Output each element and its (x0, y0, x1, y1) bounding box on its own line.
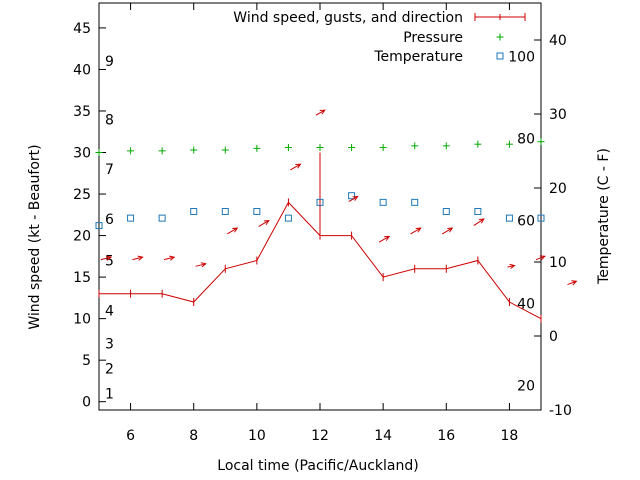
x-tick-label: 12 (311, 428, 329, 444)
y-left-tick-label: 5 (82, 353, 91, 369)
legend-sample-pressure (496, 33, 504, 41)
pressure-point (348, 144, 356, 152)
fahrenheit-scale: 20 40 60 80 100 (508, 49, 535, 394)
temperature-point (190, 207, 198, 215)
pressure-point (442, 142, 450, 150)
wind-direction-arrow (410, 227, 422, 235)
x-tick-label: 8 (189, 428, 198, 444)
legend-label-wind: Wind speed, gusts, and direction (233, 10, 463, 26)
temperature-point (127, 214, 135, 222)
y-left-tick-label: 35 (73, 104, 91, 120)
y-right-tick-label: 40 (549, 33, 567, 49)
x-axis-title: Local time (Pacific/Auckland) (217, 458, 418, 474)
y-right-tick-label: 20 (549, 181, 567, 197)
y-right-tick-label: 0 (549, 329, 558, 345)
temperature-point (505, 214, 513, 222)
wind-direction-arrow (473, 218, 485, 227)
axes: 6 8 10 12 14 16 18051015202530354045-100102030… (73, 3, 572, 444)
temperature-point (348, 192, 356, 200)
beaufort-label: 7 (105, 162, 114, 178)
pressure-point (253, 144, 261, 152)
legend: Wind speed, gusts, and direction Pressur… (233, 10, 526, 65)
wind-direction-arrow (535, 255, 546, 261)
wind-direction-arrow (100, 255, 113, 261)
temperature-point (95, 222, 103, 230)
beaufort-label: 2 (105, 361, 114, 377)
temperature-point (316, 198, 324, 206)
wind-direction-arrow (290, 163, 302, 171)
pressure-point (190, 146, 198, 154)
y-left-tick-label: 30 (73, 146, 91, 162)
legend-sample-temperature (496, 52, 504, 60)
wind-direction-arrow (315, 109, 326, 116)
pressure-point (221, 146, 229, 154)
y-left-tick-label: 15 (73, 270, 91, 286)
x-tick-label: 14 (374, 428, 392, 444)
beaufort-label: 1 (105, 386, 114, 402)
temperature-point (158, 214, 166, 222)
wind-direction-arrow (348, 195, 359, 202)
fahrenheit-label: 100 (508, 49, 535, 65)
y-right-tick-label: 10 (549, 255, 567, 271)
fahrenheit-label: 60 (517, 214, 535, 230)
legend-label-temperature: Temperature (373, 49, 463, 65)
y-left-tick-label: 40 (73, 62, 91, 78)
y-left-tick-label: 20 (73, 229, 91, 245)
wind-direction-arrow (507, 263, 516, 270)
x-tick-label: 18 (501, 428, 519, 444)
fahrenheit-label: 80 (517, 131, 535, 147)
pressure-point (474, 140, 482, 148)
series (95, 138, 545, 323)
wind-direction-arrow (132, 255, 144, 261)
beaufort-label: 3 (105, 337, 114, 353)
legend-label-pressure: Pressure (403, 30, 463, 46)
temperature-point (379, 198, 387, 206)
pressure-point (127, 147, 135, 155)
temperature-point (474, 207, 482, 215)
wind-direction-arrow (258, 220, 270, 227)
fahrenheit-label: 40 (517, 296, 535, 312)
wind-direction-arrow (163, 255, 176, 261)
y-axis-right-title: Temperature (C - F) (596, 148, 612, 285)
temperature-point (253, 207, 261, 215)
pressure-point (158, 147, 166, 155)
pressure-point (284, 144, 292, 152)
wind-direction-arrow (567, 280, 578, 286)
beaufort-label: 8 (105, 112, 114, 128)
wind-direction-arrow (195, 262, 207, 268)
fahrenheit-label: 20 (517, 379, 535, 395)
pressure-point (537, 138, 545, 146)
beaufort-label: 4 (105, 303, 114, 319)
y-axis-left-title: Wind speed (kt - Beaufort) (27, 144, 43, 329)
temperature-point (221, 207, 229, 215)
y-right-tick-label: 30 (549, 107, 567, 123)
y-left-tick-label: 0 (82, 395, 91, 411)
wind-direction-arrow (441, 227, 454, 235)
wind-direction-arrow (378, 235, 391, 243)
y-left-tick-label: 10 (73, 312, 91, 328)
pressure-point (95, 149, 103, 157)
temperature-point (442, 207, 450, 215)
x-tick-label: 16 (437, 428, 455, 444)
beaufort-label: 9 (105, 54, 114, 70)
beaufort-label: 6 (105, 212, 114, 228)
beaufort-label: 5 (105, 253, 114, 269)
temperature-point (537, 214, 545, 222)
wind-direction-arrow (226, 227, 239, 235)
beaufort-scale: 1 2 3 4 5 6 7 8 9 (105, 54, 114, 402)
pressure-point (316, 144, 324, 152)
pressure-point (379, 144, 387, 152)
x-tick-label: 10 (248, 428, 266, 444)
temperature-point (411, 198, 419, 206)
pressure-point (505, 140, 513, 148)
wind-direction-arrows (100, 109, 578, 286)
pressure-point (411, 142, 419, 150)
y-left-tick-label: 25 (73, 187, 91, 203)
temperature-point (284, 214, 292, 222)
x-tick-label: 6 (126, 428, 135, 444)
y-right-tick-label: -10 (549, 403, 572, 419)
y-left-tick-label: 45 (73, 21, 91, 37)
